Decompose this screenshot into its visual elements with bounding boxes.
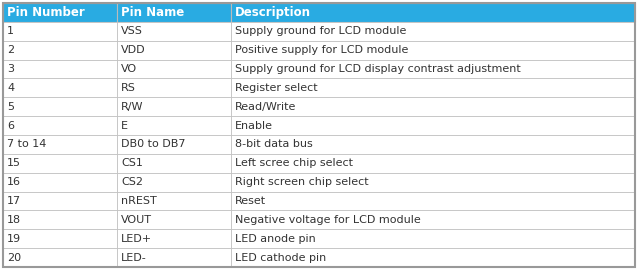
Bar	[231, 248, 635, 267]
Bar	[3, 116, 117, 135]
Bar	[117, 173, 231, 192]
Bar	[117, 192, 231, 210]
Bar	[117, 248, 231, 267]
Text: 20: 20	[7, 252, 21, 262]
Text: E: E	[121, 121, 128, 131]
Bar	[231, 229, 635, 248]
Text: 4: 4	[7, 83, 14, 93]
Bar	[117, 60, 231, 78]
Bar	[117, 41, 231, 60]
Bar	[3, 60, 117, 78]
Bar	[231, 22, 635, 41]
Text: VOUT: VOUT	[121, 215, 152, 225]
Text: nREST: nREST	[121, 196, 157, 206]
Text: Positive supply for LCD module: Positive supply for LCD module	[235, 45, 408, 55]
Bar	[3, 248, 117, 267]
Bar	[231, 135, 635, 154]
Bar	[117, 22, 231, 41]
Bar	[231, 60, 635, 78]
Bar	[3, 3, 117, 22]
Text: Right screen chip select: Right screen chip select	[235, 177, 369, 187]
Text: Pin Name: Pin Name	[121, 6, 184, 19]
Bar	[117, 229, 231, 248]
Bar	[117, 97, 231, 116]
Bar	[3, 210, 117, 229]
Text: Negative voltage for LCD module: Negative voltage for LCD module	[235, 215, 420, 225]
Bar	[3, 135, 117, 154]
Text: Left scree chip select: Left scree chip select	[235, 158, 353, 168]
Text: 8-bit data bus: 8-bit data bus	[235, 139, 313, 149]
Bar	[231, 173, 635, 192]
Text: LED anode pin: LED anode pin	[235, 234, 316, 244]
Bar	[231, 210, 635, 229]
Bar	[231, 97, 635, 116]
Text: 2: 2	[7, 45, 14, 55]
Text: DB0 to DB7: DB0 to DB7	[121, 139, 186, 149]
Bar	[3, 229, 117, 248]
Text: Supply ground for LCD module: Supply ground for LCD module	[235, 26, 406, 36]
Text: 6: 6	[7, 121, 14, 131]
Text: 1: 1	[7, 26, 14, 36]
Text: 7 to 14: 7 to 14	[7, 139, 47, 149]
Text: Description: Description	[235, 6, 311, 19]
Bar	[231, 154, 635, 173]
Text: VO: VO	[121, 64, 137, 74]
Text: R/W: R/W	[121, 102, 144, 112]
Text: CS1: CS1	[121, 158, 143, 168]
Bar	[117, 210, 231, 229]
Text: 17: 17	[7, 196, 21, 206]
Text: Register select: Register select	[235, 83, 318, 93]
Text: VSS: VSS	[121, 26, 143, 36]
Bar	[117, 116, 231, 135]
Text: Enable: Enable	[235, 121, 273, 131]
Bar	[117, 3, 231, 22]
Bar	[231, 3, 635, 22]
Text: Reset: Reset	[235, 196, 266, 206]
Bar	[3, 41, 117, 60]
Bar	[231, 41, 635, 60]
Text: Read/Write: Read/Write	[235, 102, 296, 112]
Bar	[231, 116, 635, 135]
Text: RS: RS	[121, 83, 136, 93]
Text: VDD: VDD	[121, 45, 145, 55]
Text: 3: 3	[7, 64, 14, 74]
Text: 19: 19	[7, 234, 21, 244]
Bar	[117, 135, 231, 154]
Text: 16: 16	[7, 177, 21, 187]
Text: 15: 15	[7, 158, 21, 168]
Bar	[3, 78, 117, 97]
Bar	[3, 22, 117, 41]
Bar	[3, 192, 117, 210]
Bar	[117, 78, 231, 97]
Bar	[231, 192, 635, 210]
Text: LED-: LED-	[121, 252, 147, 262]
Text: CS2: CS2	[121, 177, 143, 187]
Text: Supply ground for LCD display contrast adjustment: Supply ground for LCD display contrast a…	[235, 64, 521, 74]
Bar	[3, 173, 117, 192]
Bar	[3, 97, 117, 116]
Text: LED cathode pin: LED cathode pin	[235, 252, 326, 262]
Text: 5: 5	[7, 102, 14, 112]
Bar	[117, 154, 231, 173]
Text: 18: 18	[7, 215, 21, 225]
Text: LED+: LED+	[121, 234, 152, 244]
Bar	[231, 78, 635, 97]
Bar	[3, 154, 117, 173]
Text: Pin Number: Pin Number	[7, 6, 85, 19]
